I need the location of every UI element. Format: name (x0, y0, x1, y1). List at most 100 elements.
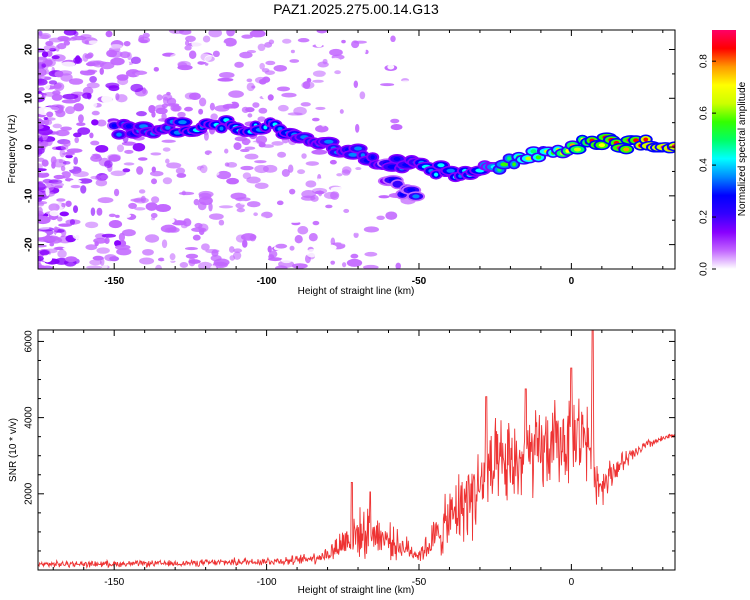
spectrogram-speckle (256, 225, 272, 231)
spectrogram-speckle (188, 50, 197, 60)
spectrogram-speckle (380, 83, 395, 87)
spectrogram-speckle (324, 73, 340, 77)
spectrogram-speckle (275, 265, 288, 269)
spectrogram-speckle (317, 61, 329, 68)
spectrogram-speckle (359, 91, 366, 100)
spectrogram-speckle (119, 51, 131, 59)
spectrogram-speckle (137, 157, 148, 161)
spectrogram-speckle (150, 212, 158, 219)
spectrogram-speckle (413, 176, 428, 183)
spectrogram-speckle (118, 232, 126, 242)
spectrogram-speckle (239, 200, 247, 205)
spectrogram-ridge-core (165, 125, 171, 130)
spectrogram-speckle (161, 239, 168, 249)
spectrogram-speckle (198, 228, 205, 235)
spectrogram-speckle (211, 99, 223, 105)
spectrogram-speckle (101, 94, 113, 104)
colorbar-gradient (712, 30, 736, 269)
spectrogram-speckle (136, 166, 144, 175)
spectrogram-speckle (198, 261, 213, 269)
spectrogram-speckle (311, 187, 328, 194)
spectrogram-speckle (179, 262, 189, 268)
spectrogram-speckle (381, 76, 387, 82)
spectrogram-speckle (60, 126, 73, 131)
spectrogram-speckle (85, 244, 98, 251)
spectrogram-speckle (326, 181, 337, 187)
spectrogram-speckle (115, 94, 128, 103)
spectrogram-speckle (368, 201, 377, 208)
spectrogram-speckle (226, 30, 235, 37)
spectrogram-speckle (198, 97, 207, 107)
spectrogram-speckle (38, 62, 47, 70)
spectrogram-ridge-core (437, 163, 445, 168)
spectrogram-speckle (113, 188, 120, 197)
spectrogram-speckle (50, 156, 57, 165)
spectrogram-speckle (108, 220, 123, 229)
spectrogram-speckle (256, 261, 269, 269)
spectrogram-speckle (341, 262, 347, 268)
colorbar: 0.0 0.2 0.4 0.6 0.8 Normalized spectral ampl… (699, 30, 748, 276)
spectrogram-speckle (57, 249, 67, 259)
spectrogram-speckle (369, 178, 375, 182)
spectrogram-speckle (212, 50, 220, 58)
spectrogram-speckle (328, 104, 335, 111)
spectrogram-ridge-core (530, 149, 537, 154)
spectrogram-speckle (277, 151, 287, 158)
spectrogram-speckle (300, 102, 311, 107)
spectrogram-ridge-core (219, 126, 224, 131)
spectrogram-speckle (287, 164, 294, 173)
spectrogram-speckle (233, 142, 242, 150)
spectrogram-speckle (196, 53, 212, 62)
spectrogram-speckle (45, 40, 54, 46)
spectrogram-speckle (267, 245, 272, 253)
spectrogram-speckle (112, 206, 120, 211)
spectrogram-speckle (38, 118, 43, 126)
spectrogram-speckle (256, 206, 266, 212)
spectrogram-speckle (422, 44, 429, 51)
spectrogram-speckle (413, 241, 429, 246)
spectrogram-speckle (241, 34, 254, 39)
spectrogram-speckle (114, 240, 122, 247)
spectrogram-speckle (327, 225, 336, 231)
spectrogram-speckle (61, 99, 78, 104)
spectrogram-speckle (246, 82, 255, 92)
spectrogram-speckle (276, 200, 284, 206)
spectrogram-speckle (82, 92, 92, 99)
spectrogram-speckle (55, 109, 66, 118)
spectrogram-speckle (235, 234, 246, 243)
spectrogram-speckle (350, 225, 364, 234)
spectrogram-speckle (351, 217, 357, 224)
spectrogram-speckle (115, 244, 131, 250)
spectrogram-speckle (134, 45, 141, 52)
spectrogram-speckle (76, 122, 86, 127)
spectrogram-speckle (130, 83, 144, 93)
spectrogram-speckle (234, 136, 248, 142)
spectrogram-speckle (368, 107, 381, 115)
snr-x-label: Height of straight line (km) (298, 585, 415, 596)
spectrogram-speckle (72, 231, 83, 240)
spectrogram-speckle (325, 204, 333, 209)
spectrogram-speckle (226, 209, 238, 218)
spectrogram-speckle (210, 113, 218, 121)
spectrogram-ridge-core (111, 123, 117, 128)
spectrogram-speckle (54, 246, 65, 251)
spectrogram-speckle (261, 211, 273, 219)
spectrogram-speckle (275, 243, 288, 249)
spectrogram-speckle (434, 238, 444, 245)
spectrogram-speckle (327, 40, 337, 47)
spectrogram-speckle (426, 156, 436, 161)
spectrogram-speckle (89, 76, 97, 83)
snr-y-tick-label: 6000 (24, 330, 35, 353)
spectrogram-speckle (149, 170, 164, 177)
spectrogram-speckle (38, 124, 44, 130)
spectrogram-speckle (90, 154, 103, 162)
spectrogram-speckle (138, 36, 151, 44)
spectrogram-ridge-core (407, 188, 416, 193)
spectrogram-speckle (38, 78, 48, 86)
spectrogram-speckle (396, 205, 408, 215)
spectrogram-speckle (38, 34, 50, 40)
spectrogram-speckle (88, 40, 99, 45)
spectrogram-speckle (157, 257, 165, 262)
spectrogram-speckle (184, 106, 193, 112)
spectrogram-speckle (132, 143, 146, 152)
